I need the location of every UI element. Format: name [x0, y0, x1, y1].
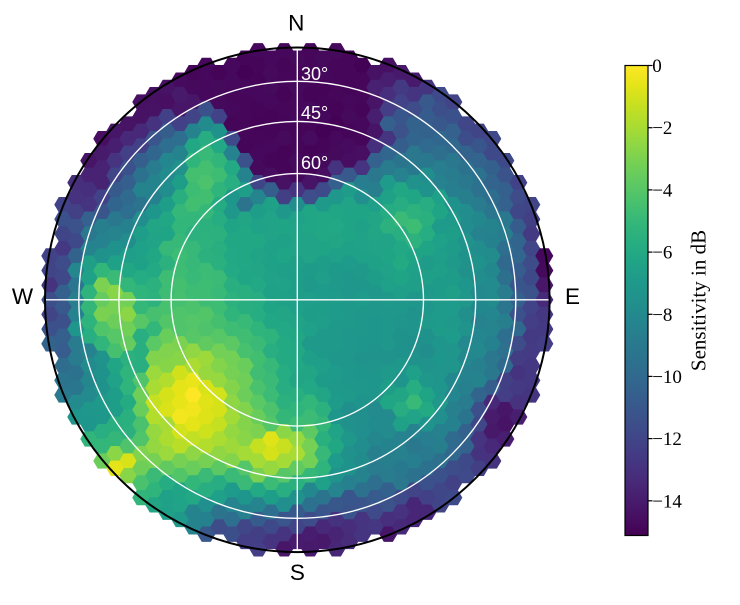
- svg-text:S: S: [290, 560, 305, 585]
- svg-text:−14: −14: [652, 491, 682, 512]
- svg-text:W: W: [12, 284, 34, 309]
- svg-text:−2: −2: [652, 118, 672, 139]
- svg-text:Sensitivity in dB: Sensitivity in dB: [687, 230, 711, 371]
- svg-text:N: N: [288, 11, 304, 36]
- svg-text:−4: −4: [652, 180, 673, 201]
- svg-text:0: 0: [652, 56, 662, 77]
- svg-text:E: E: [565, 284, 580, 309]
- svg-text:−6: −6: [652, 243, 672, 264]
- svg-text:45°: 45°: [301, 103, 328, 123]
- svg-text:−12: −12: [652, 429, 682, 450]
- svg-text:60°: 60°: [301, 153, 328, 173]
- svg-text:−10: −10: [652, 367, 682, 388]
- svg-text:30°: 30°: [301, 64, 328, 84]
- svg-text:−8: −8: [652, 305, 672, 326]
